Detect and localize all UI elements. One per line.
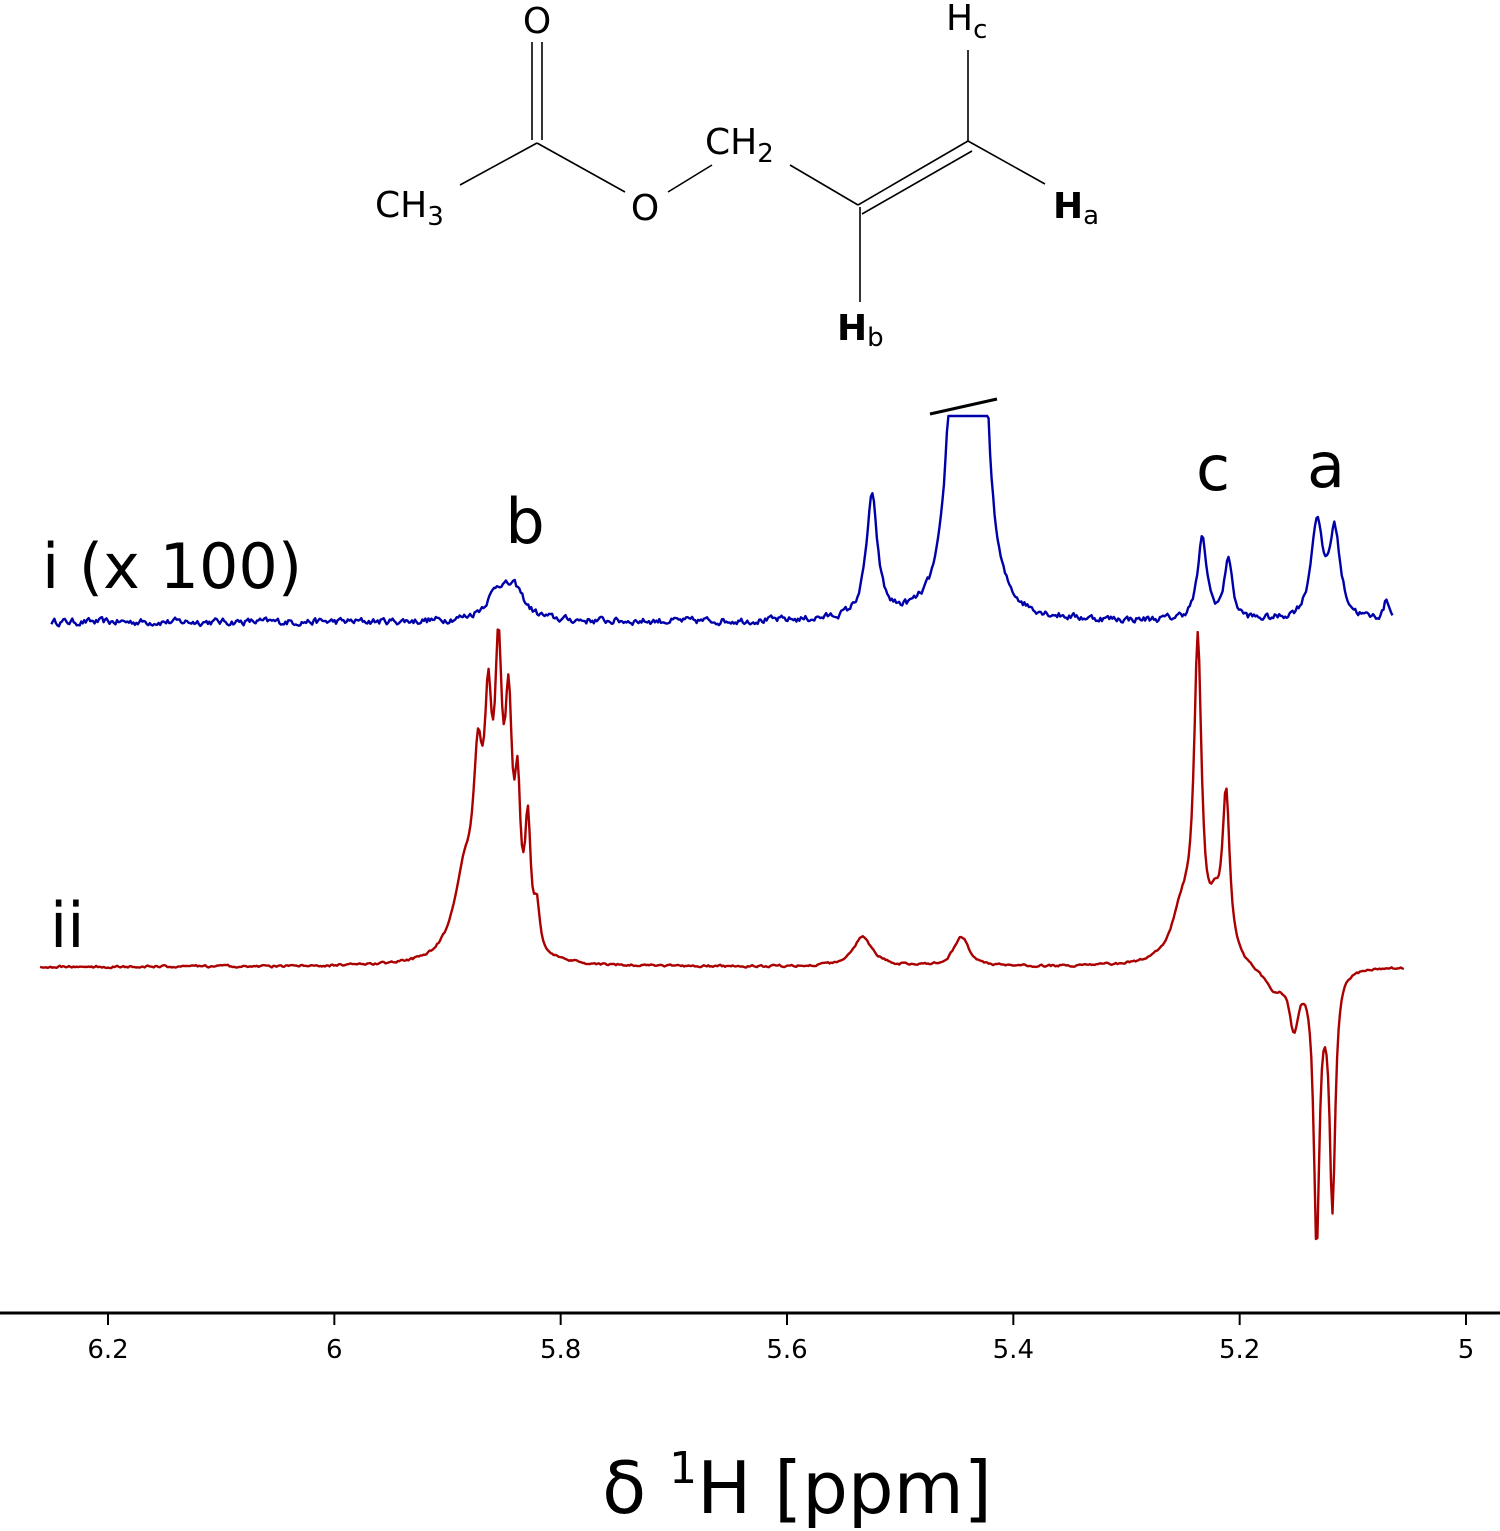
truncation-mark xyxy=(929,397,998,416)
x-tick-label: 5.6 xyxy=(766,1335,807,1365)
peak-label-b: b xyxy=(505,485,544,558)
x-tick-label: 6 xyxy=(326,1335,343,1365)
atom-hc: Hc xyxy=(946,0,987,45)
atom-ch2: CH2 xyxy=(705,122,774,169)
atom-ch2-main: CH xyxy=(705,122,757,163)
molecule-structure xyxy=(459,42,1046,302)
atom-ha-main: H xyxy=(1053,186,1083,227)
x-tick-label: 5.8 xyxy=(540,1335,581,1365)
atom-hc-main: H xyxy=(946,0,973,39)
x-tick-label: 6.2 xyxy=(87,1335,128,1365)
atom-o-carbonyl: O xyxy=(523,1,551,42)
atom-hc-sub: c xyxy=(973,15,987,45)
atom-hb-sub: b xyxy=(867,323,884,353)
x-axis-label-sup: 1 xyxy=(669,1443,697,1494)
x-axis-ticks: 6.2 6 5.8 5.6 5.4 5.2 5 xyxy=(87,1313,1474,1365)
atom-hb-main: H xyxy=(837,308,867,349)
bond-c2-c3-double-2 xyxy=(861,150,973,215)
x-tick-label: 5 xyxy=(1458,1335,1475,1365)
bond-c2-c3-double-1 xyxy=(857,140,969,206)
bond-ch2-c2 xyxy=(789,164,859,206)
atom-ha-sub: a xyxy=(1083,201,1099,231)
atom-ha: Ha xyxy=(1053,186,1099,231)
bond-ch3-c xyxy=(459,142,538,186)
atom-ch3: CH3 xyxy=(375,185,444,232)
peak-label-a: a xyxy=(1307,429,1345,502)
x-tick-label: 5.4 xyxy=(993,1335,1034,1365)
x-tick-label: 5.2 xyxy=(1219,1335,1260,1365)
bond-oester-ch2 xyxy=(667,164,713,193)
spectrum-trace-ii xyxy=(39,628,1405,1241)
atom-ch3-sub: 3 xyxy=(427,202,444,232)
series-label-i: i (x 100) xyxy=(42,530,302,603)
atom-hb: Hb xyxy=(837,308,884,353)
atom-labels: O CH3 O CH2 Hc Ha Hb xyxy=(375,0,1099,353)
series-label-ii: ii xyxy=(50,889,84,962)
atom-ch2-sub: 2 xyxy=(757,139,774,169)
atom-ch3-main: CH xyxy=(375,185,427,226)
atom-o-ester: O xyxy=(631,188,659,229)
bond-c-oester xyxy=(536,142,626,193)
x-axis-label: δ 1H [ppm] xyxy=(602,1443,992,1530)
peak-label-c: c xyxy=(1196,432,1230,505)
spectrum-trace-i xyxy=(50,414,1394,628)
bond-c3-ha xyxy=(967,140,1046,185)
x-axis-label-symbol: δ xyxy=(602,1446,669,1530)
x-axis-label-rest: H [ppm] xyxy=(697,1446,992,1530)
